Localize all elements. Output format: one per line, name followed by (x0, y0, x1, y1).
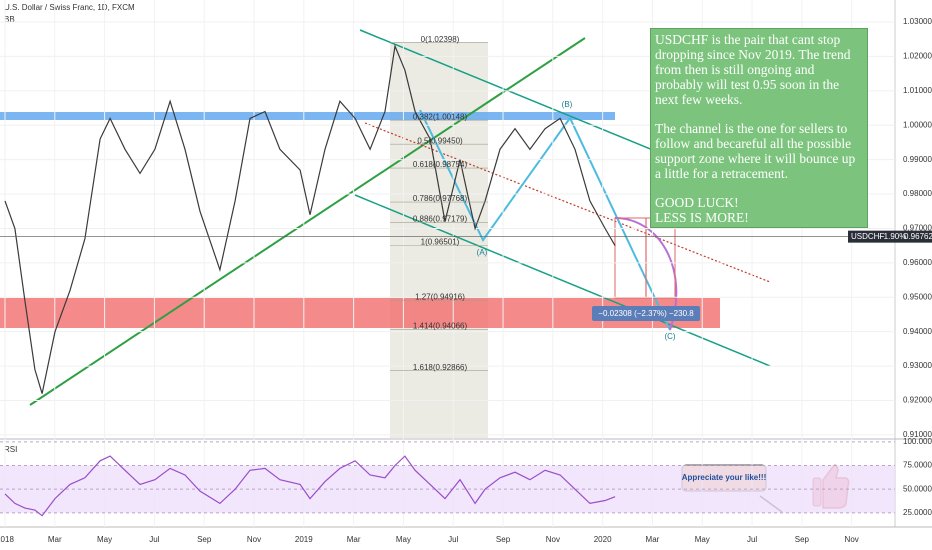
callout-text: Appreciate your like!!! (682, 473, 766, 482)
y-tick-label: 1.03000 (903, 17, 932, 26)
note-line: LESS IS MORE! (655, 210, 749, 225)
fib-label: 0.786(0.97768) (413, 194, 468, 203)
indicator-label: BB (4, 15, 15, 24)
y-tick-label: 0.98000 (903, 189, 932, 198)
fib-label: 0.618(0.98754) (413, 160, 468, 169)
y-tick-label: 0.93000 (903, 361, 932, 370)
price-tag-symbol: USDCHF (851, 232, 884, 241)
x-tick-label: Jul (149, 535, 159, 544)
channel-bottom (354, 194, 771, 367)
x-tick-label: Sep (496, 535, 511, 544)
y-tick-label: 1.02000 (903, 52, 932, 61)
fib-label: 1.414(0.94066) (413, 322, 468, 331)
x-tick-label: 2020 (594, 535, 612, 544)
x-tick-label: Nov (546, 535, 560, 544)
fib-label: 0.5(0.99450) (417, 136, 463, 145)
note-paragraph: The channel is the one for sellers to fo… (655, 121, 856, 181)
chart-title: U.S. Dollar / Swiss Franc, 1D, FXCM (4, 3, 135, 12)
y-tick-label: 0.94000 (903, 327, 932, 336)
x-tick-label: Mar (347, 535, 361, 544)
y-tick-label: 100.0000 (903, 437, 932, 446)
price-tag (848, 230, 932, 243)
x-tick-label: Jul (448, 535, 458, 544)
note-line: GOOD LUCK! (655, 195, 739, 210)
y-tick-label: 0.96000 (903, 258, 932, 267)
trend-line (29, 37, 586, 406)
y-tick-label: 0.99000 (903, 155, 932, 164)
fib-label: 0.886(0.97179) (413, 214, 468, 223)
x-tick-label: Jul (747, 535, 757, 544)
analysis-note: USDCHF is the pair that cant stop droppi… (650, 28, 868, 228)
x-tick-label: Sep (795, 535, 810, 544)
x-tick-label: May (695, 535, 710, 544)
fib-label: 0(1.02398) (421, 35, 460, 44)
x-tick-label: Sep (197, 535, 212, 544)
wave-label: (C) (664, 332, 675, 341)
wave-label: (B) (562, 100, 573, 109)
y-tick-label: 25.0000 (903, 508, 932, 517)
y-tick-label: 0.97000 (903, 224, 932, 233)
note-paragraph: USDCHF is the pair that cant stop droppi… (655, 32, 851, 107)
y-tick-label: 75.0000 (903, 461, 932, 470)
fib-label: 1.27(0.94916) (415, 292, 465, 301)
x-tick-label: May (97, 535, 112, 544)
fib-label: 0.382(1.00148) (413, 112, 468, 121)
x-tick-label: Nov (845, 535, 859, 544)
fib-label: 1(0.96501) (421, 238, 460, 247)
fib-box (390, 42, 488, 438)
wave-label: (A) (477, 248, 488, 257)
resistance-zone (0, 112, 615, 120)
measure-box (614, 217, 676, 299)
y-tick-label: 1.00000 (903, 120, 932, 129)
x-tick-label: Mar (646, 535, 660, 544)
price-tag-value: 0.96762 (904, 232, 932, 241)
x-tick-label: Mar (48, 535, 62, 544)
x-tick-label: 2018 (0, 535, 14, 544)
series-line (4, 455, 616, 517)
price-tag-change: −1.90% (879, 232, 906, 241)
x-tick-label: May (396, 535, 411, 544)
y-tick-label: 1.01000 (903, 86, 932, 95)
series-line (4, 43, 616, 394)
measure-label: −0.02308 (−2.37%) −230.8 (598, 309, 694, 318)
x-tick-label: Nov (247, 535, 261, 544)
wave-path (419, 109, 671, 331)
y-tick-label: 50.0000 (903, 484, 932, 493)
y-tick-label: 0.91000 (903, 430, 932, 439)
fib-label: 1.618(0.92866) (413, 363, 468, 372)
rsi-title: RSI (4, 445, 17, 454)
x-tick-label: 2019 (295, 535, 313, 544)
y-tick-label: 0.95000 (903, 292, 932, 301)
measure-tag (592, 306, 700, 321)
y-tick-label: 0.92000 (903, 396, 932, 405)
